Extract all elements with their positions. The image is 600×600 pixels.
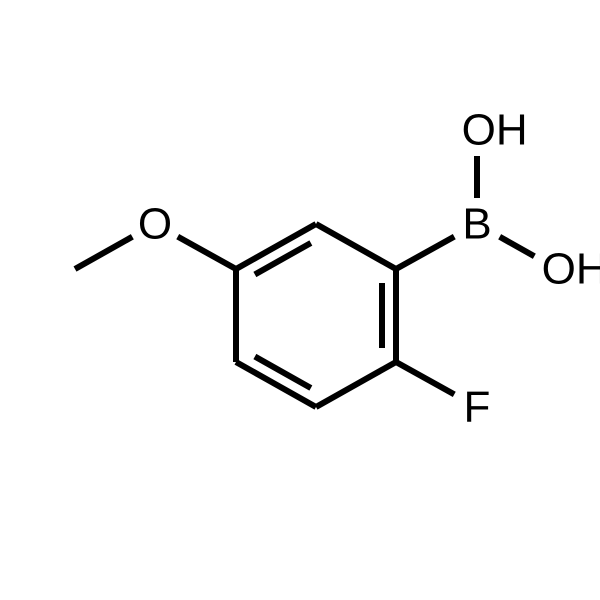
bond-line	[396, 237, 454, 269]
bond-line	[316, 362, 396, 407]
atom-label-f: F	[464, 383, 491, 432]
atom-label-b: B	[462, 200, 491, 249]
bond-line	[255, 357, 311, 389]
bond-line	[178, 237, 236, 269]
bond-line	[396, 362, 454, 394]
molecule-canvas: O B OH OH F	[0, 0, 600, 600]
atom-label-oh2: OH	[542, 245, 600, 294]
atom-label-o: O	[138, 200, 172, 249]
atom-label-oh1: OH	[462, 106, 528, 155]
bond-line	[316, 224, 396, 269]
bond-line	[255, 243, 311, 275]
bond-line	[500, 237, 535, 257]
bond-line	[75, 237, 132, 269]
